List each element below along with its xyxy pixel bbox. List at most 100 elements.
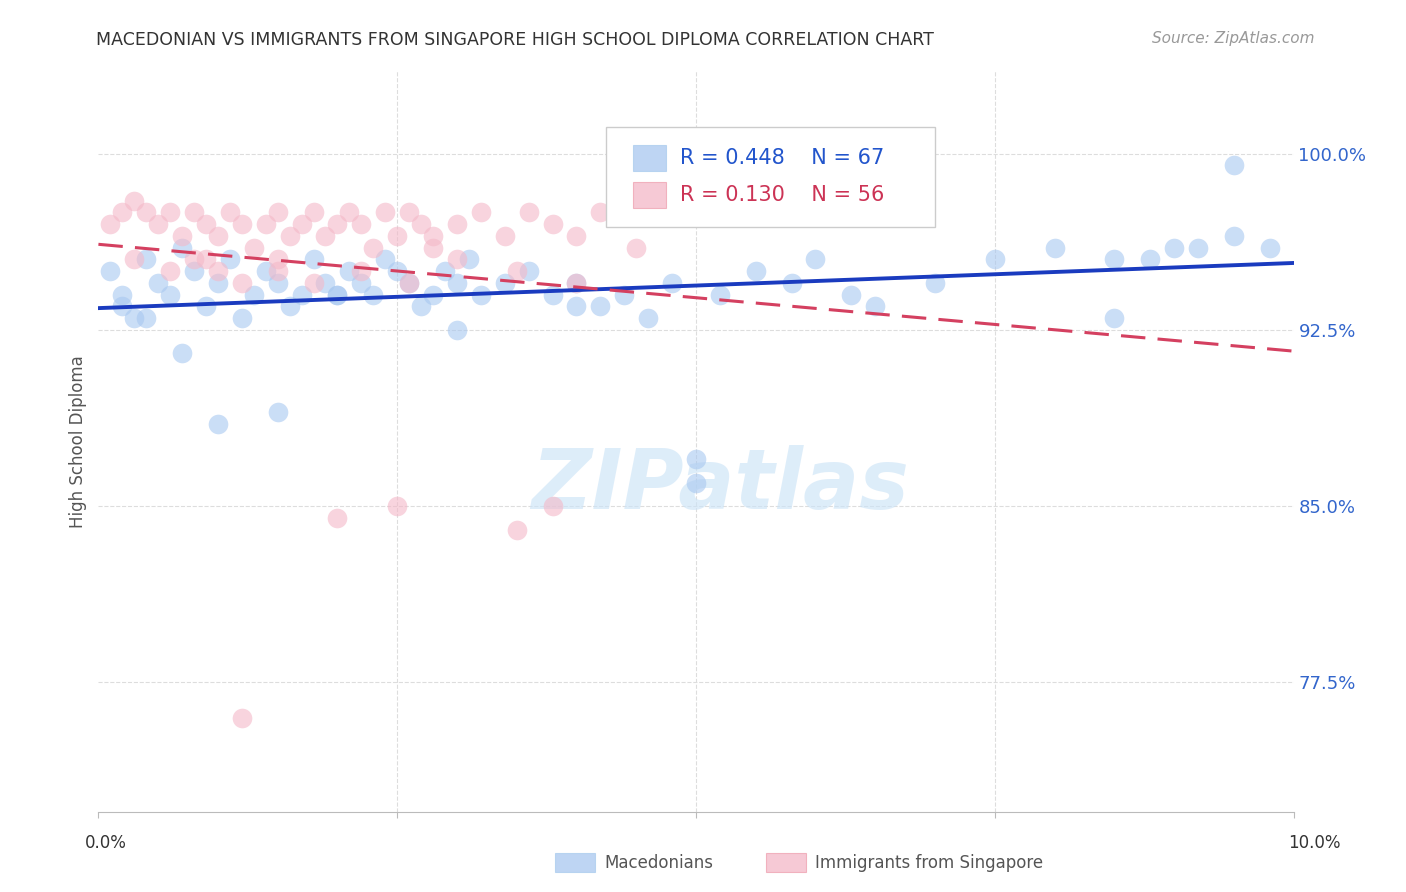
Point: [745, 264, 768, 278]
Point: [326, 287, 349, 301]
Point: [267, 205, 290, 219]
Point: [302, 205, 325, 219]
Point: [685, 452, 707, 467]
Y-axis label: High School Diploma: High School Diploma: [69, 355, 87, 528]
Text: ZIPatlas: ZIPatlas: [531, 445, 908, 526]
Point: [254, 264, 277, 278]
Point: [363, 241, 385, 255]
Point: [517, 264, 540, 278]
Point: [422, 228, 444, 243]
Point: [124, 252, 146, 267]
Text: R = 0.130    N = 56: R = 0.130 N = 56: [681, 185, 884, 205]
Point: [589, 299, 612, 313]
Point: [124, 194, 146, 208]
Point: [1104, 252, 1126, 267]
Point: [219, 205, 242, 219]
Point: [172, 228, 194, 243]
Point: [135, 205, 157, 219]
Point: [148, 276, 170, 290]
Point: [422, 241, 444, 255]
Point: [183, 205, 205, 219]
Point: [446, 217, 468, 231]
Point: [709, 287, 731, 301]
Point: [374, 205, 396, 219]
Point: [637, 311, 659, 326]
Point: [207, 417, 229, 431]
Point: [111, 287, 134, 301]
Point: [326, 217, 349, 231]
Point: [458, 252, 481, 267]
Point: [434, 264, 457, 278]
Point: [411, 217, 433, 231]
Point: [267, 252, 290, 267]
Point: [219, 252, 242, 267]
Point: [243, 241, 266, 255]
Point: [339, 205, 361, 219]
Point: [98, 217, 122, 231]
Point: [517, 205, 540, 219]
Text: 0.0%: 0.0%: [84, 834, 127, 852]
Point: [254, 217, 277, 231]
Point: [374, 252, 396, 267]
Point: [350, 276, 373, 290]
Point: [841, 287, 863, 301]
Point: [541, 499, 564, 513]
Point: [159, 205, 181, 219]
Point: [302, 276, 325, 290]
Point: [326, 511, 349, 525]
Point: [1043, 241, 1066, 255]
Point: [398, 205, 420, 219]
Text: Immigrants from Singapore: Immigrants from Singapore: [815, 854, 1043, 871]
Point: [506, 523, 529, 537]
Point: [195, 299, 218, 313]
Point: [124, 311, 146, 326]
Point: [470, 205, 492, 219]
Point: [111, 299, 134, 313]
Point: [661, 276, 683, 290]
Point: [207, 264, 229, 278]
Point: [804, 252, 827, 267]
Point: [302, 252, 325, 267]
Point: [780, 276, 803, 290]
Point: [231, 276, 253, 290]
Point: [398, 276, 420, 290]
Point: [207, 228, 229, 243]
Point: [565, 276, 588, 290]
Point: [267, 264, 290, 278]
Point: [339, 264, 361, 278]
Point: [494, 276, 516, 290]
Point: [385, 499, 409, 513]
Point: [278, 228, 301, 243]
Point: [1223, 158, 1246, 172]
Point: [446, 252, 468, 267]
Point: [1163, 241, 1185, 255]
Point: [506, 264, 529, 278]
Text: Macedonians: Macedonians: [605, 854, 714, 871]
Point: [315, 276, 337, 290]
Point: [291, 217, 314, 231]
Point: [159, 287, 181, 301]
Point: [865, 299, 887, 313]
Point: [111, 205, 134, 219]
Point: [541, 217, 564, 231]
Text: 10.0%: 10.0%: [1288, 834, 1341, 852]
Point: [350, 217, 373, 231]
Point: [589, 205, 612, 219]
Point: [1187, 241, 1209, 255]
Point: [148, 217, 170, 231]
Bar: [633, 182, 666, 209]
Point: [363, 287, 385, 301]
Point: [231, 311, 253, 326]
Point: [243, 287, 266, 301]
Point: [565, 276, 588, 290]
Point: [135, 252, 157, 267]
Point: [565, 299, 588, 313]
Point: [207, 276, 229, 290]
Text: R = 0.448    N = 67: R = 0.448 N = 67: [681, 148, 884, 168]
Point: [195, 252, 218, 267]
Point: [385, 228, 409, 243]
Point: [195, 217, 218, 231]
Point: [1258, 241, 1281, 255]
Text: MACEDONIAN VS IMMIGRANTS FROM SINGAPORE HIGH SCHOOL DIPLOMA CORRELATION CHART: MACEDONIAN VS IMMIGRANTS FROM SINGAPORE …: [96, 31, 934, 49]
Point: [231, 711, 253, 725]
